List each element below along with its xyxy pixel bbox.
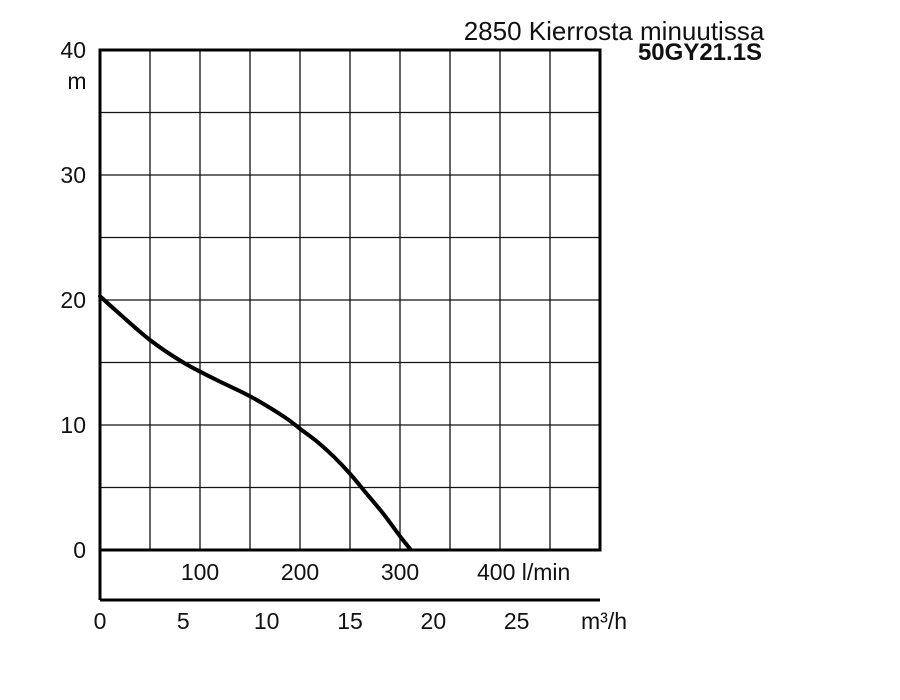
- plot-frame: [98, 48, 602, 552]
- x-tick-label-m3h: 0: [94, 608, 107, 634]
- grid-lines: [100, 50, 600, 550]
- x-tick-label-m3h: 5: [177, 608, 190, 634]
- axes: [98, 48, 602, 602]
- x-tick-label-lmin: 400 l/min: [477, 559, 570, 585]
- y-tick-label: 10: [60, 412, 86, 438]
- x-tick-label-lmin: 100: [181, 559, 219, 585]
- x-tick-label-m3h: 10: [254, 608, 280, 634]
- x-tick-label-m3h: 15: [337, 608, 363, 634]
- x-tick-label-m3h: 20: [421, 608, 447, 634]
- x-axis-m3h-unit-label: m³/h: [581, 608, 627, 634]
- chart-subtitle: 50GY21.1S: [638, 39, 762, 66]
- y-tick-label: 40: [60, 37, 86, 63]
- chart-title: 2850 Kierrosta minuutissa: [464, 16, 765, 46]
- y-axis-unit-label: m: [67, 68, 86, 94]
- tick-labels: 0 10 20 30 40 100 200 300 400 l/min 0 5 10 15 20 25: [60, 37, 570, 634]
- x-tick-label-m3h: 25: [504, 608, 530, 634]
- pump-curve-line: [98, 294, 412, 551]
- y-tick-label: 30: [60, 162, 86, 188]
- y-tick-label: 20: [60, 287, 86, 313]
- x-tick-label-lmin: 300: [381, 559, 419, 585]
- y-tick-label: 0: [73, 537, 86, 563]
- x-tick-label-lmin: 200: [281, 559, 319, 585]
- series-layer: [98, 294, 412, 551]
